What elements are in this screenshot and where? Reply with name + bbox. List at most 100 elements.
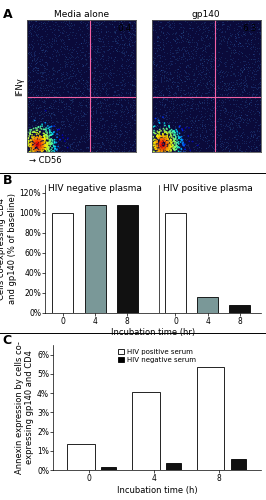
Point (165, 145, 169, 153)
Point (115, 130, 119, 138)
Point (189, 116, 194, 124)
Point (258, 60, 262, 68)
Point (238, 100, 242, 108)
Point (38, 128, 42, 136)
Point (182, 118, 186, 126)
Point (113, 106, 117, 114)
Point (98, 114, 102, 122)
Point (224, 86, 228, 94)
Point (171, 148, 176, 156)
Point (202, 96, 206, 104)
Point (237, 119, 241, 127)
Point (165, 103, 169, 111)
Point (207, 109, 212, 117)
Point (39, 76, 43, 84)
Point (45, 142, 49, 150)
Point (209, 52, 214, 60)
Point (211, 136, 215, 144)
Point (246, 63, 250, 71)
Point (214, 122, 218, 130)
Bar (197, 367, 225, 470)
Point (175, 100, 179, 108)
Point (169, 138, 173, 146)
Point (41, 124, 45, 132)
Point (231, 94, 235, 102)
Point (239, 78, 243, 86)
Point (171, 138, 175, 145)
Point (189, 47, 193, 55)
Point (150, 94, 154, 102)
Point (83, 40, 87, 48)
Point (34, 31, 39, 39)
Point (249, 55, 253, 63)
Point (170, 30, 174, 38)
Point (84, 78, 88, 86)
Point (51, 118, 55, 126)
Point (256, 56, 260, 64)
Point (53, 142, 58, 150)
Point (196, 70, 200, 78)
Point (162, 146, 167, 154)
Point (165, 134, 170, 142)
Point (28, 128, 32, 136)
Point (184, 46, 188, 54)
Point (227, 120, 231, 128)
Point (95, 100, 99, 108)
Point (235, 25, 239, 33)
Point (216, 56, 221, 64)
Point (80, 89, 84, 97)
Point (228, 108, 232, 116)
Point (236, 68, 240, 76)
Point (239, 80, 243, 88)
Point (198, 66, 202, 74)
Point (54, 36, 58, 44)
Point (92, 143, 96, 151)
Point (78, 102, 83, 110)
Point (27, 16, 31, 24)
Point (47, 118, 51, 126)
Point (218, 140, 223, 148)
Point (172, 19, 176, 27)
Point (81, 147, 85, 155)
Point (186, 32, 190, 40)
Point (242, 44, 246, 52)
Point (253, 57, 257, 65)
Point (169, 139, 173, 147)
Point (225, 37, 229, 45)
Point (204, 73, 208, 81)
Point (239, 94, 243, 102)
Point (44, 52, 49, 60)
Point (28, 74, 32, 82)
Point (126, 36, 130, 44)
Point (66, 21, 70, 29)
Point (132, 30, 136, 38)
Point (107, 112, 111, 120)
Point (69, 58, 73, 66)
Point (41, 135, 46, 143)
Point (95, 26, 100, 34)
Point (33, 60, 37, 68)
Point (117, 145, 121, 153)
Point (45, 39, 49, 47)
Point (170, 118, 174, 126)
Point (36, 136, 41, 144)
Point (180, 135, 184, 143)
Point (35, 142, 39, 150)
Point (177, 148, 181, 156)
Point (42, 130, 46, 138)
Point (76, 102, 80, 110)
Point (74, 145, 79, 153)
Point (201, 22, 205, 30)
Point (254, 143, 258, 151)
Point (128, 42, 132, 50)
Point (42, 142, 46, 150)
Point (223, 104, 228, 112)
Point (34, 135, 39, 143)
Point (104, 89, 108, 97)
Point (231, 42, 236, 50)
Point (243, 147, 247, 155)
Point (64, 98, 68, 106)
Point (182, 86, 186, 94)
Point (230, 60, 234, 68)
Point (43, 138, 47, 145)
